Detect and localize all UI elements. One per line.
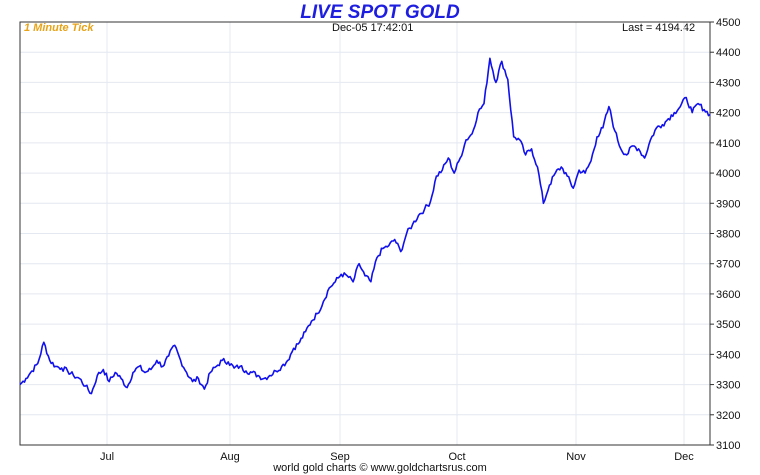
y-tick-label: 3100 bbox=[716, 440, 740, 452]
x-tick-label: Dec bbox=[674, 451, 694, 463]
y-tick-label: 4300 bbox=[716, 77, 740, 89]
y-tick-label: 3600 bbox=[716, 289, 740, 301]
x-tick-label: Sep bbox=[330, 451, 350, 463]
y-tick-label: 3700 bbox=[716, 259, 740, 271]
chart-title: LIVE SPOT GOLD bbox=[300, 2, 460, 23]
last-price: Last = 4194.42 bbox=[622, 22, 696, 34]
footer-credit: world gold charts © www.goldchartsrus.co… bbox=[273, 462, 487, 474]
x-tick-label: Oct bbox=[448, 451, 465, 463]
y-tick-label: 4500 bbox=[716, 17, 740, 29]
x-tick-label: Aug bbox=[220, 451, 240, 463]
y-tick-label: 3800 bbox=[716, 229, 740, 241]
plot-frame bbox=[19, 21, 711, 446]
y-tick-label: 3500 bbox=[716, 319, 740, 331]
y-axis-labels: 3100 3200 3300 3400 3500 3600 3700 3800 3900 4000… bbox=[716, 17, 740, 452]
y-tick-label: 3900 bbox=[716, 198, 740, 210]
x-axis-labels: Jul Aug Sep Oct Nov Dec bbox=[100, 451, 694, 463]
grid-lines bbox=[20, 21, 714, 446]
timestamp: Dec-05 17:42:01 bbox=[332, 22, 414, 34]
y-tick-label: 4100 bbox=[716, 138, 740, 150]
y-tick-label: 4400 bbox=[716, 47, 740, 59]
x-tick-label: Nov bbox=[566, 451, 586, 463]
price-series-line bbox=[19, 57, 711, 395]
y-tick-label: 3400 bbox=[716, 349, 740, 361]
x-tick-label: Jul bbox=[100, 451, 114, 463]
y-tick-label: 4000 bbox=[716, 168, 740, 180]
y-tick-label: 4200 bbox=[716, 108, 740, 120]
y-tick-label: 3300 bbox=[716, 380, 740, 392]
tick-interval-label: 1 Minute Tick bbox=[24, 22, 94, 34]
y-tick-label: 3200 bbox=[716, 410, 740, 422]
